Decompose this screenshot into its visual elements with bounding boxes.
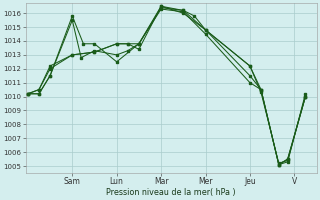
X-axis label: Pression niveau de la mer( hPa ): Pression niveau de la mer( hPa ) bbox=[106, 188, 236, 197]
